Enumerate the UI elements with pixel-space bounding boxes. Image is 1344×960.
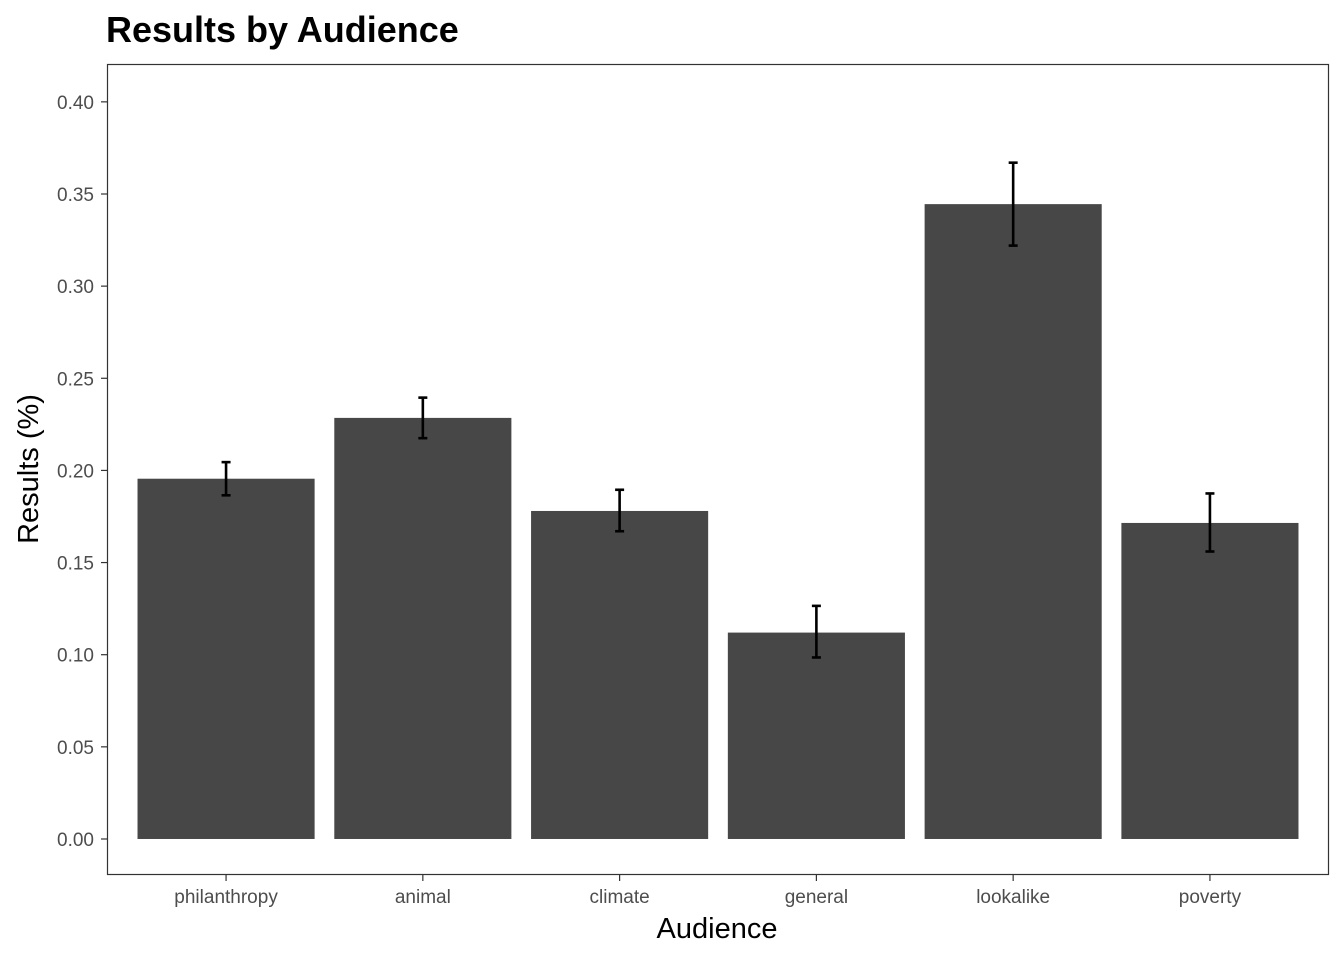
y-tick-label: 0.00 (57, 830, 94, 851)
x-tick-label-poverty: poverty (1179, 887, 1242, 908)
y-tick-label: 0.40 (57, 93, 94, 114)
x-axis-title: Audience (657, 913, 778, 945)
y-tick-label: 0.20 (57, 461, 94, 482)
bar-animal (334, 417, 512, 839)
bar-climate (531, 510, 709, 839)
error-bar-poverty (1205, 492, 1215, 553)
y-tick-label: 0.15 (57, 554, 94, 575)
y-tick-label: 0.25 (57, 369, 94, 390)
x-axis: philanthropy animal climate general lookalik… (174, 874, 1242, 908)
bar-general (727, 632, 905, 839)
error-bars (221, 161, 1215, 659)
x-tick-label-philanthropy: philanthropy (174, 887, 278, 908)
chart-title: Results by Audience (106, 9, 459, 50)
y-axis-title: Results (%) (13, 394, 45, 544)
error-bar-animal (418, 396, 428, 440)
y-tick-label: 0.30 (57, 277, 94, 298)
y-tick-label: 0.10 (57, 646, 94, 667)
y-axis: 0.00 0.05 0.10 0.15 0.20 0.25 0.30 0.35 0.40 (57, 93, 108, 851)
x-tick-label-general: general (785, 887, 848, 908)
error-bar-climate (615, 488, 625, 533)
bars (137, 204, 1299, 839)
x-tick-label-animal: animal (395, 887, 451, 908)
bar-poverty (1121, 522, 1299, 839)
plot-panel-border (106, 63, 1330, 876)
error-bar-philanthropy (221, 460, 231, 497)
error-bar-general (811, 604, 821, 659)
bar-lookalike (924, 204, 1102, 839)
bar-philanthropy (137, 478, 315, 839)
x-tick-label-climate: climate (590, 887, 650, 908)
y-tick-label: 0.35 (57, 185, 94, 206)
error-bar-lookalike (1008, 161, 1018, 247)
y-tick-label: 0.05 (57, 738, 94, 759)
x-tick-label-lookalike: lookalike (976, 887, 1050, 908)
